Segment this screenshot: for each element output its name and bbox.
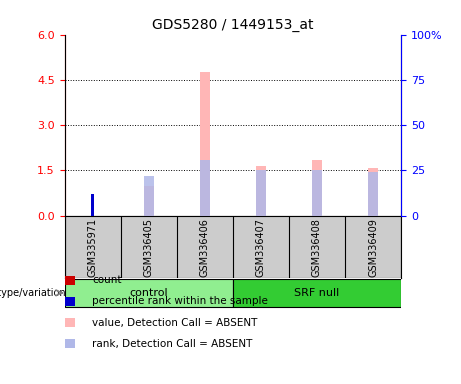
Title: GDS5280 / 1449153_at: GDS5280 / 1449153_at	[152, 18, 313, 32]
Text: percentile rank within the sample: percentile rank within the sample	[92, 296, 268, 306]
Bar	[368, 172, 378, 216]
Bar	[65, 280, 233, 308]
Text: GSM336405: GSM336405	[144, 218, 154, 276]
Bar	[144, 176, 154, 216]
Bar	[312, 160, 322, 216]
Text: rank, Detection Call = ABSENT: rank, Detection Call = ABSENT	[92, 339, 253, 349]
Text: GSM336408: GSM336408	[312, 218, 322, 276]
Text: count: count	[92, 275, 122, 285]
Text: GSM335971: GSM335971	[88, 218, 98, 277]
Text: GSM336407: GSM336407	[256, 218, 266, 276]
Bar	[256, 166, 266, 216]
Bar	[312, 170, 322, 216]
Text: GSM336406: GSM336406	[200, 218, 210, 276]
Bar	[256, 170, 266, 216]
Bar	[233, 280, 401, 308]
Text: control: control	[130, 288, 168, 298]
Text: genotype/variation: genotype/variation	[0, 288, 65, 298]
Bar	[200, 72, 210, 216]
Bar	[91, 194, 94, 216]
Bar	[368, 168, 378, 216]
Text: SRF null: SRF null	[294, 288, 340, 298]
Bar	[200, 160, 210, 216]
Text: value, Detection Call = ABSENT: value, Detection Call = ABSENT	[92, 318, 258, 328]
Text: GSM336409: GSM336409	[368, 218, 378, 276]
Bar	[144, 185, 154, 216]
